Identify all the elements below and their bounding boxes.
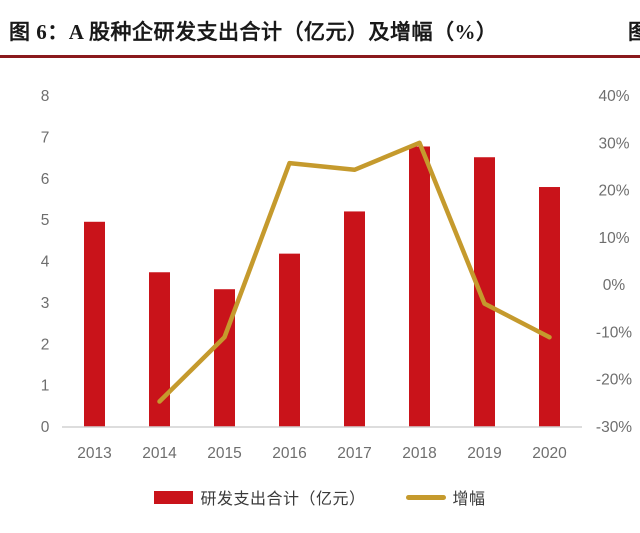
y-axis-right-tick-label: -10% [596,324,632,341]
bar-2017 [344,211,365,427]
legend-label-rd-spending: 研发支出合计（亿元） [200,491,366,508]
y-axis-right-tick-label: 10% [598,230,629,247]
line-series-swatch [405,494,446,500]
y-axis-right-tick-label: 0% [603,277,626,294]
y-axis-right-tick-label: -20% [596,372,632,389]
bar-2018 [409,146,430,428]
growth-line [157,140,552,404]
y-axis-right-tick-label: 20% [598,183,629,200]
x-axis-label-2020: 2020 [532,445,567,462]
y-axis-left-tick-label: 3 [41,295,50,312]
y-axis-left-tick-label: 5 [41,212,50,229]
x-axis-label-2019: 2019 [467,445,501,462]
figure-title: 图 6：A 股种企研发支出合计（亿元）及增幅（%） [9,20,498,44]
bar-2013 [84,221,105,427]
bar-2015 [214,289,235,427]
legend-item-growth: 增幅 [405,485,486,509]
y-axis-left-tick-label: 7 [41,129,50,146]
bar-series-swatch [154,490,194,504]
chart-legend: 研发支出合计（亿元） 增幅 [0,485,640,509]
y-axis-left-tick-label: 8 [41,88,50,105]
x-axis-label-2014: 2014 [142,445,177,462]
y-axis-left-tick-label: 2 [41,336,50,353]
x-axis-label-2018: 2018 [402,445,436,462]
bar-2020 [539,187,560,427]
y-axis-right-tick-label: 30% [598,135,629,152]
y-axis-right-tick-label: 40% [598,88,629,105]
y-axis-left-tick-label: 0 [41,419,50,436]
title-underline-rule [0,55,640,58]
next-figure-title-partial: 图 [628,20,640,44]
y-axis-left-tick-label: 6 [41,171,50,188]
bar-2014 [149,272,170,427]
y-axis-left-tick-label: 1 [41,378,50,395]
legend-item-rd-spending: 研发支出合计（亿元） [154,485,365,509]
x-axis-label-2015: 2015 [207,445,241,462]
y-axis-right-tick-label: -30% [596,419,632,436]
bar-2019 [474,157,495,428]
y-axis-left-tick-label: 4 [41,254,50,271]
legend-label-growth: 增幅 [452,491,486,508]
x-axis-label-2017: 2017 [337,445,371,462]
bar-2016 [279,253,300,427]
x-axis-label-2016: 2016 [272,445,306,462]
x-axis-label-2013: 2013 [77,445,111,462]
